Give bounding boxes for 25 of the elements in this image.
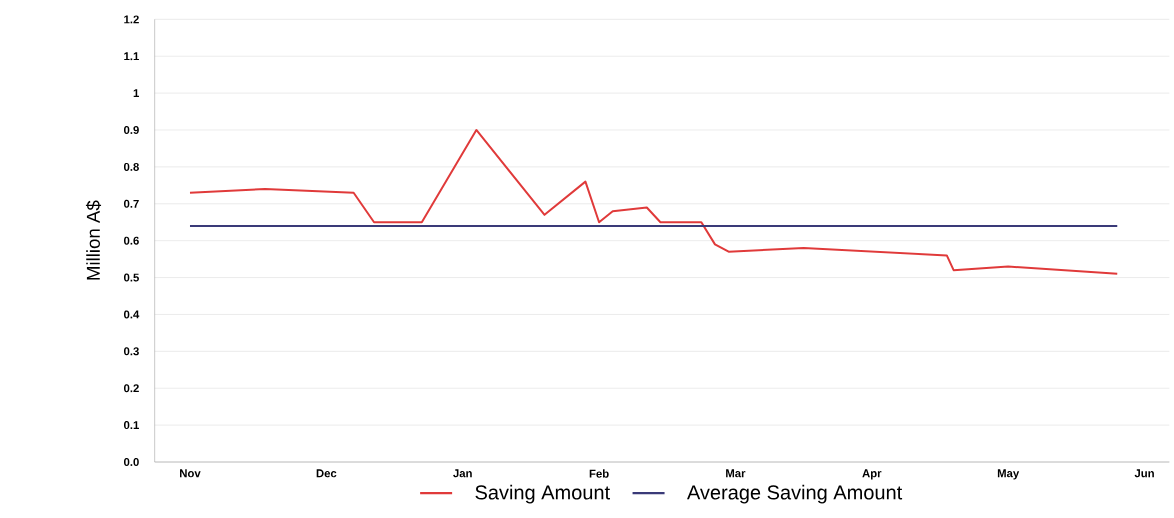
y-axis-title: Million A$ bbox=[85, 200, 102, 280]
y-tick-label: 0.1 bbox=[123, 421, 139, 430]
y-tick-label: 0.8 bbox=[123, 162, 139, 171]
x-tick-label: Jun bbox=[1134, 469, 1154, 478]
y-tick-label: 0.6 bbox=[123, 236, 139, 245]
legend-label: Average Saving Amount bbox=[687, 484, 903, 504]
y-tick-label: 0.4 bbox=[123, 310, 140, 319]
x-tick-label: Nov bbox=[180, 469, 201, 478]
y-tick-label: 0.5 bbox=[123, 273, 139, 282]
legend-label: Saving Amount bbox=[475, 484, 610, 504]
x-tick-label: Feb bbox=[589, 469, 609, 478]
x-tick-label: Apr bbox=[862, 469, 882, 480]
line-series bbox=[188, 129, 1119, 275]
y-tick-label: 0.2 bbox=[123, 384, 139, 393]
y-tick-label: 1.1 bbox=[124, 52, 139, 61]
x-tick-label: Mar bbox=[726, 469, 746, 478]
x-tick-label: Jan bbox=[453, 469, 472, 478]
x-tick-label: May bbox=[997, 469, 1020, 480]
y-tick-label: 0.9 bbox=[123, 125, 139, 134]
y-tick-label: 1 bbox=[133, 89, 139, 98]
y-tick-label: 1.2 bbox=[124, 15, 139, 24]
y-tick-label: 0.7 bbox=[123, 199, 139, 208]
y-tick-label: 0.3 bbox=[123, 347, 139, 356]
x-tick-label: Dec bbox=[316, 469, 337, 478]
y-tick-label: 0.0 bbox=[123, 458, 139, 466]
